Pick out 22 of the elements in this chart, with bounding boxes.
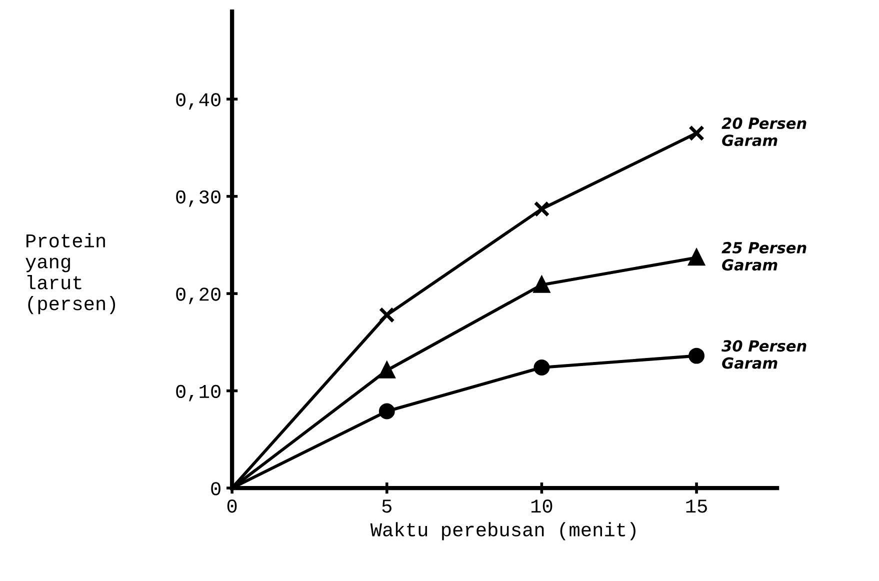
y-tick-label: 0 — [211, 482, 220, 496]
point — [534, 276, 550, 293]
series-label: 25 Persen Garam — [722, 242, 806, 271]
x-axis-title: Waktu perebusan (menit) — [370, 522, 636, 540]
point — [534, 201, 550, 217]
point — [688, 348, 705, 364]
point — [378, 362, 395, 378]
y-axis-title: Protein yang larut (persen) — [26, 233, 116, 314]
point — [378, 403, 395, 420]
x-tick-label: 15 — [686, 500, 707, 513]
x-tick-label: 0 — [227, 500, 237, 513]
y-tick-label: 0,20 — [176, 288, 220, 304]
y-tick-label: 0,10 — [176, 384, 220, 402]
y-tick-label: 0,40 — [176, 93, 220, 110]
series-label: 20 Persen Garam — [722, 117, 806, 146]
x-tick-label: 5 — [382, 500, 392, 513]
point — [688, 125, 705, 142]
point — [378, 306, 395, 323]
point — [534, 359, 550, 376]
series-label: 30 Persen Garam — [722, 340, 806, 369]
x-tick-label: 10 — [531, 500, 552, 513]
y-tick-label: 0,30 — [176, 190, 220, 207]
